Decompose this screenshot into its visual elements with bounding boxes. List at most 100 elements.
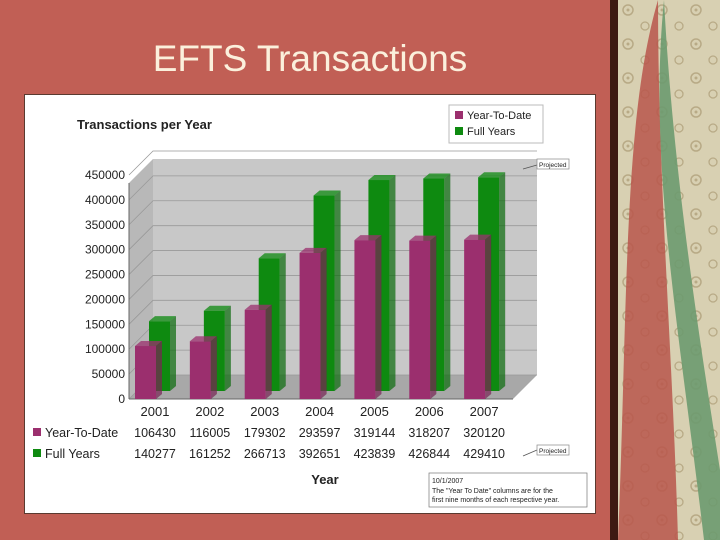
bar-full-years-top bbox=[149, 316, 176, 322]
bar-year-to-date bbox=[189, 336, 217, 399]
decorative-pattern bbox=[618, 0, 720, 540]
bar-year-to-date bbox=[464, 234, 492, 399]
bar-year-to-date bbox=[409, 235, 437, 399]
table-cell: 426844 bbox=[408, 447, 450, 461]
bar-year-to-date bbox=[244, 304, 272, 399]
bar-full-years-side-tint bbox=[444, 173, 451, 391]
bar-full-years-top bbox=[258, 253, 286, 259]
chart: Transactions per Year 0 50000 100000 150000… bbox=[33, 104, 588, 508]
note-date: 10/1/2007 bbox=[432, 478, 463, 485]
table-cell: 266713 bbox=[244, 447, 286, 461]
bar-full-years-top bbox=[368, 175, 396, 181]
gridline bbox=[128, 250, 537, 275]
legend-swatch bbox=[455, 127, 463, 135]
bar-full-years-top bbox=[313, 190, 341, 196]
gridline bbox=[128, 275, 537, 300]
bar-year-to-date-side-tint bbox=[485, 234, 492, 399]
bar-full-years-side-tint bbox=[334, 190, 341, 391]
bar-year-to-date bbox=[354, 235, 382, 399]
x-axis-label: Year bbox=[311, 472, 338, 487]
bar-year-to-date-front bbox=[464, 239, 486, 399]
projected-table-label: Projected bbox=[539, 448, 567, 455]
legend-swatch bbox=[455, 111, 463, 119]
table-cell: 320120 bbox=[463, 426, 505, 440]
bar-year-to-date-front bbox=[244, 309, 266, 399]
projected-box bbox=[536, 158, 570, 170]
gridline bbox=[128, 299, 537, 325]
chart-frame: Transactions per Year 0 50000 100000 150000… bbox=[24, 94, 596, 514]
chart-title: Transactions per Year bbox=[77, 117, 212, 132]
bar-year-to-date-side-tint bbox=[430, 235, 437, 399]
panel-border bbox=[610, 0, 620, 540]
bar-year-to-date-top bbox=[135, 341, 162, 347]
table-cell: 429410 bbox=[463, 447, 505, 461]
y-tick-label: 200000 bbox=[85, 292, 125, 306]
gridline bbox=[128, 150, 537, 176]
bar-year-to-date bbox=[299, 247, 327, 399]
bar-full-years-side-tint bbox=[224, 305, 231, 391]
bar-full-years-top bbox=[423, 173, 451, 179]
y-tick-label: 300000 bbox=[85, 243, 125, 257]
table-series-label: Year-To-Date bbox=[45, 426, 118, 440]
y-tick-label: 100000 bbox=[85, 342, 125, 356]
gridline bbox=[128, 225, 537, 250]
data-table: Year-To-Date 106430 116005 179302 293597 3191… bbox=[33, 426, 505, 461]
bar-year-to-date-front bbox=[135, 346, 156, 399]
x-tick-label: 2002 bbox=[195, 404, 224, 419]
bar-year-to-date-front bbox=[299, 252, 321, 399]
table-cell: 423839 bbox=[354, 447, 396, 461]
legend: Year-To-Date Full Years bbox=[448, 104, 544, 144]
bar-year-to-date-side-tint bbox=[320, 247, 327, 399]
x-tick-label: 2001 bbox=[141, 404, 170, 419]
projected-table-leader bbox=[522, 449, 538, 457]
bar-full-years-top bbox=[478, 172, 506, 178]
table-cell: 116005 bbox=[189, 426, 230, 440]
y-tick-label: 350000 bbox=[85, 218, 125, 232]
projected-label: Projected bbox=[539, 162, 567, 169]
x-tick-label: 2006 bbox=[415, 404, 444, 419]
bar-year-to-date-front bbox=[409, 240, 431, 399]
legend-label: Full Years bbox=[467, 126, 516, 138]
table-swatch bbox=[33, 428, 41, 436]
table-cell: 106430 bbox=[134, 426, 176, 440]
gridline bbox=[128, 200, 537, 226]
y-tick-label: 50000 bbox=[92, 367, 126, 381]
annotations: Projected Projected 10/1/2007 The "Year To … bbox=[428, 158, 588, 508]
y-tick-label: 250000 bbox=[85, 268, 125, 282]
note-line: first nine months of each respective yea… bbox=[432, 497, 559, 504]
note-line: The "Year To Date" columns are for the bbox=[432, 488, 553, 495]
bar-year-to-date-top bbox=[464, 234, 492, 240]
legend-label: Year-To-Date bbox=[467, 110, 531, 122]
x-tick-label: 2005 bbox=[360, 404, 389, 419]
table-series-label: Full Years bbox=[45, 447, 100, 461]
bar-year-to-date-top bbox=[244, 304, 272, 310]
bar-year-to-date-top bbox=[189, 336, 217, 342]
table-cell: 161252 bbox=[189, 447, 231, 461]
projected-table-box bbox=[536, 444, 570, 456]
table-cell: 318207 bbox=[408, 426, 450, 440]
x-tick-label: 2004 bbox=[305, 404, 334, 419]
projected-leader bbox=[522, 164, 538, 170]
slide-title: EFTS Transactions bbox=[152, 38, 468, 79]
y-tick-label: 400000 bbox=[85, 193, 125, 207]
y-tick-label: 0 bbox=[118, 392, 125, 406]
gridline bbox=[128, 175, 537, 201]
table-cell: 179302 bbox=[244, 426, 286, 440]
x-tick-label: 2003 bbox=[250, 404, 279, 419]
bar-full-years-side-tint bbox=[170, 316, 176, 391]
bar-year-to-date-top bbox=[354, 235, 382, 241]
bar-year-to-date-side-tint bbox=[156, 341, 162, 399]
y-axis: 0 50000 100000 150000 200000 250000 300000 3500… bbox=[85, 168, 513, 406]
bar-year-to-date-top bbox=[299, 247, 327, 253]
bar-year-to-date bbox=[135, 341, 162, 399]
note-box bbox=[428, 472, 588, 508]
table-cell: 319144 bbox=[354, 426, 396, 440]
bar-full-years-top bbox=[203, 305, 231, 311]
bar-full-years-side-tint bbox=[499, 172, 506, 391]
bar-year-to-date-side-tint bbox=[375, 235, 382, 399]
table-cell: 293597 bbox=[299, 426, 341, 440]
bar-year-to-date-top bbox=[409, 235, 437, 241]
bar-year-to-date-side-tint bbox=[210, 336, 217, 399]
x-axis: 2001 2002 2003 2004 2005 2006 2007 bbox=[141, 404, 499, 419]
bars bbox=[135, 172, 506, 399]
